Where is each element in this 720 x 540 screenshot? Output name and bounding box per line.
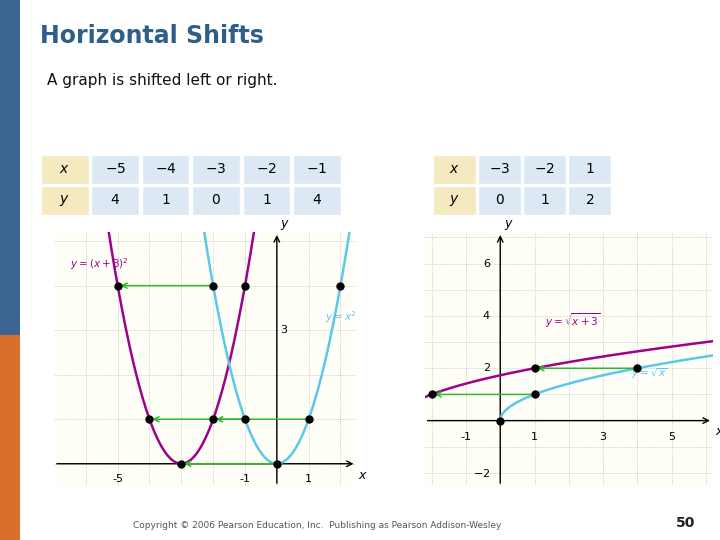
Text: 4: 4 (483, 311, 490, 321)
Text: 1: 1 (305, 474, 312, 483)
Text: $-1$: $-1$ (306, 163, 328, 177)
Text: $-4$: $-4$ (155, 163, 176, 177)
Text: 3: 3 (600, 433, 606, 442)
Text: $1$: $1$ (161, 193, 171, 207)
FancyBboxPatch shape (243, 155, 290, 184)
Text: $-5$: $-5$ (104, 163, 126, 177)
Text: $4$: $4$ (312, 193, 322, 207)
Text: $0$: $0$ (211, 193, 221, 207)
FancyBboxPatch shape (569, 155, 611, 184)
Text: $-2$: $-2$ (534, 163, 555, 177)
FancyBboxPatch shape (293, 186, 341, 215)
Text: 6: 6 (483, 259, 490, 268)
FancyBboxPatch shape (41, 155, 89, 184)
FancyBboxPatch shape (142, 155, 189, 184)
Text: $-2$: $-2$ (472, 467, 490, 479)
Text: $y = x^2$: $y = x^2$ (325, 309, 356, 325)
Text: $2$: $2$ (585, 193, 594, 207)
Text: $1$: $1$ (585, 163, 594, 177)
FancyBboxPatch shape (192, 155, 240, 184)
Text: $x$: $x$ (714, 426, 720, 438)
Text: $-2$: $-2$ (256, 163, 277, 177)
Text: $y = \sqrt{x}$: $y = \sqrt{x}$ (631, 367, 667, 381)
Text: $-3$: $-3$ (205, 163, 227, 177)
Text: 50: 50 (675, 516, 695, 530)
Text: $y = \sqrt{x + 3}$: $y = \sqrt{x + 3}$ (545, 312, 600, 330)
FancyBboxPatch shape (433, 186, 475, 215)
FancyBboxPatch shape (433, 155, 475, 184)
Text: Copyright © 2006 Pearson Education, Inc.  Publishing as Pearson Addison-Wesley: Copyright © 2006 Pearson Education, Inc.… (132, 521, 501, 530)
FancyBboxPatch shape (41, 186, 89, 215)
Text: 3: 3 (281, 325, 288, 335)
Text: $0$: $0$ (495, 193, 505, 207)
FancyBboxPatch shape (192, 186, 240, 215)
Text: $y$: $y$ (60, 193, 70, 208)
Text: $-3$: $-3$ (489, 163, 510, 177)
FancyBboxPatch shape (523, 155, 566, 184)
FancyBboxPatch shape (523, 186, 566, 215)
Text: $y$: $y$ (449, 193, 460, 208)
Text: $y = (x + 3)^2$: $y = (x + 3)^2$ (70, 256, 129, 272)
FancyBboxPatch shape (142, 186, 189, 215)
Text: $x$: $x$ (449, 163, 460, 177)
Text: -5: -5 (112, 474, 123, 483)
Text: $1$: $1$ (261, 193, 271, 207)
Text: $y$: $y$ (280, 218, 290, 232)
Text: $1$: $1$ (540, 193, 549, 207)
Text: Horizontal Shifts: Horizontal Shifts (40, 24, 264, 48)
FancyBboxPatch shape (478, 186, 521, 215)
Text: $4$: $4$ (110, 193, 120, 207)
FancyBboxPatch shape (478, 155, 521, 184)
FancyBboxPatch shape (293, 155, 341, 184)
Text: -1: -1 (461, 433, 472, 442)
FancyBboxPatch shape (243, 186, 290, 215)
Text: 2: 2 (483, 363, 490, 373)
Text: 5: 5 (668, 433, 675, 442)
Text: -1: -1 (240, 474, 251, 483)
Text: $y$: $y$ (504, 218, 513, 232)
FancyBboxPatch shape (91, 155, 139, 184)
Text: A graph is shifted left or right.: A graph is shifted left or right. (47, 73, 277, 88)
FancyBboxPatch shape (91, 186, 139, 215)
Text: $x$: $x$ (358, 469, 368, 482)
FancyBboxPatch shape (569, 186, 611, 215)
Text: 1: 1 (531, 433, 538, 442)
Text: $x$: $x$ (60, 163, 70, 177)
